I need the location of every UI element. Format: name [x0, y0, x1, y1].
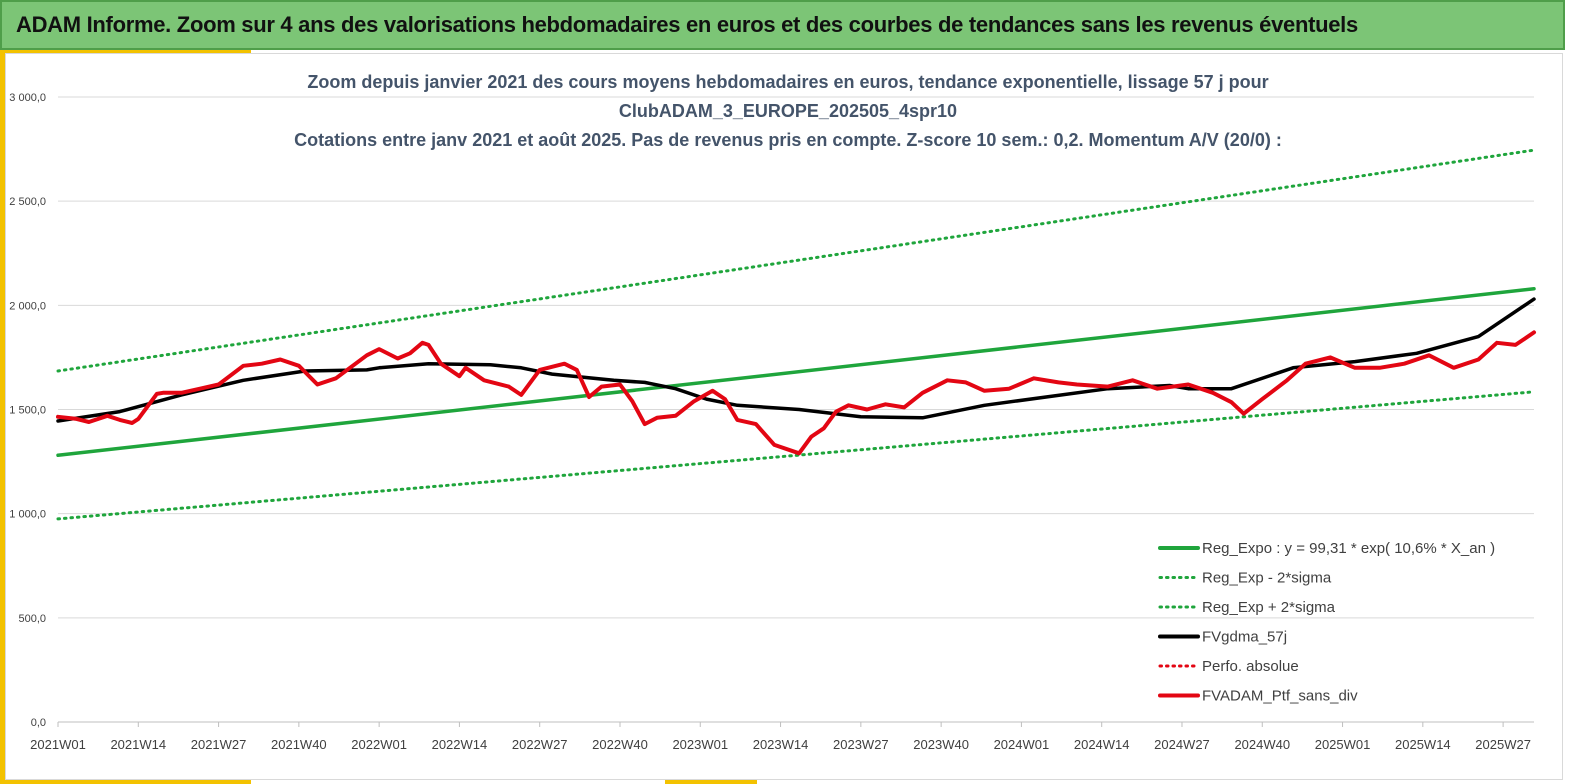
accent-bar-top: [5, 50, 251, 53]
series-line-6: [56, 330, 1536, 456]
legend-label: Reg_Expo : y = 99,31 * exp( 10,6% * X_an…: [1202, 540, 1495, 557]
legend-label: FVADAM_Ptf_sans_div: [1202, 688, 1358, 705]
x-tick-label: 2023W40: [913, 737, 969, 752]
legend-label: FVgdma_57j: [1202, 629, 1287, 646]
legend-label: Reg_Exp + 2*sigma: [1202, 599, 1336, 616]
series-line-2: [56, 390, 1536, 521]
legend: Reg_Expo : y = 99,31 * exp( 10,6% * X_an…: [1158, 540, 1495, 705]
legend-label: Perfo. absolue: [1202, 658, 1299, 675]
y-tick-label: 2 000,0: [9, 300, 46, 312]
x-tick-label: 2022W40: [592, 737, 648, 752]
x-tick-label: 2025W01: [1315, 737, 1371, 752]
x-tick-label: 2022W14: [432, 737, 488, 752]
chart-title-line-2: ClubADAM_3_EUROPE_202505_4spr10: [619, 101, 957, 121]
y-tick-label: 1 000,0: [9, 509, 46, 521]
legend-label: Reg_Exp - 2*sigma: [1202, 570, 1332, 587]
x-tick-label: 2023W14: [753, 737, 809, 752]
accent-bar-bottom-secondary: [665, 780, 757, 784]
accent-bar-left: [0, 50, 5, 784]
x-tick-label: 2022W27: [512, 737, 568, 752]
series-lines: [56, 148, 1536, 521]
y-tick-label: 0,0: [31, 717, 46, 729]
x-tick-label: 2021W40: [271, 737, 327, 752]
x-tick-label: 2021W14: [110, 737, 166, 752]
chart-title-line-3: Cotations entre janv 2021 et août 2025. …: [294, 130, 1282, 150]
chart-title-line-1: Zoom depuis janvier 2021 des cours moyen…: [307, 72, 1268, 92]
x-tick-label: 2024W27: [1154, 737, 1210, 752]
x-tick-label: 2024W01: [994, 737, 1050, 752]
header-banner: ADAM Informe. Zoom sur 4 ans des valoris…: [0, 0, 1565, 50]
series-line-4: [56, 297, 1536, 423]
y-tick-label: 500,0: [18, 613, 46, 625]
axes: Zoom depuis janvier 2021 des cours moyen…: [9, 72, 1531, 752]
y-tick-label: 2 500,0: [9, 196, 46, 208]
accent-bar-bottom: [0, 780, 251, 784]
x-tick-label: 2021W27: [191, 737, 247, 752]
x-tick-label: 2023W27: [833, 737, 889, 752]
series-line-1: [56, 286, 1536, 458]
x-tick-label: 2025W14: [1395, 737, 1451, 752]
x-tick-label: 2023W01: [672, 737, 728, 752]
x-tick-label: 2024W14: [1074, 737, 1130, 752]
chart-frame: [5, 53, 1563, 780]
y-tick-label: 3 000,0: [9, 92, 46, 104]
x-tick-label: 2021W01: [30, 737, 86, 752]
x-tick-label: 2024W40: [1234, 737, 1290, 752]
x-tick-label: 2025W27: [1475, 737, 1531, 752]
report-title: ADAM Informe. Zoom sur 4 ans des valoris…: [16, 12, 1358, 37]
y-tick-label: 1 500,0: [9, 405, 46, 417]
series-line-3: [56, 148, 1536, 373]
x-tick-label: 2022W01: [351, 737, 407, 752]
